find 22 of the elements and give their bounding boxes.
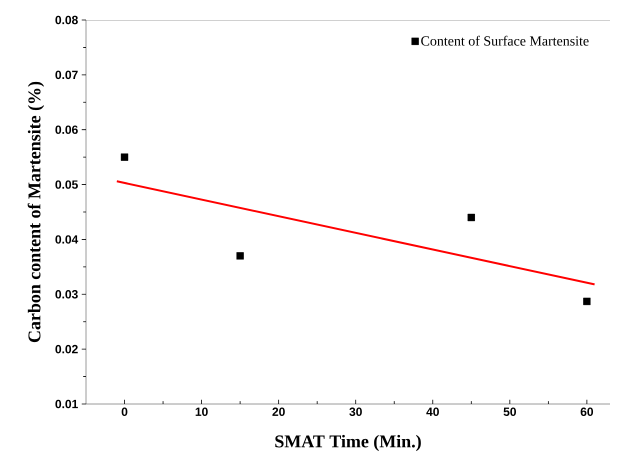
x-tick-label: 10 [196, 408, 208, 416]
x-tick-label: 40 [426, 408, 439, 416]
y-tick-label: 0.04 [55, 235, 78, 244]
x-tick-label: 20 [272, 408, 285, 416]
y-axis-title: Carbon content of Martensite (%) [28, 82, 44, 342]
y-tick-label: 0.08 [55, 16, 78, 24]
legend-label: Content of Surface Martensite [421, 36, 589, 46]
y-tick-label: 0.07 [55, 70, 78, 80]
y-tick-label: 0.06 [55, 125, 78, 134]
x-tick-label: 0 [122, 408, 128, 416]
point [120, 153, 128, 161]
y-tick-label: 0.02 [55, 344, 78, 354]
x-tick-label: 50 [504, 408, 516, 416]
point [583, 298, 591, 306]
point [236, 252, 244, 260]
y-tick-label: 0.03 [55, 290, 78, 299]
point [468, 214, 475, 222]
y-tick-label: 0.01 [55, 400, 78, 408]
x-tick-label: 30 [349, 408, 362, 416]
y-tick-label: 0.05 [55, 180, 78, 189]
x-axis-title: SMAT Time (Min.) [275, 434, 421, 452]
x-tick-label: 60 [580, 408, 594, 416]
